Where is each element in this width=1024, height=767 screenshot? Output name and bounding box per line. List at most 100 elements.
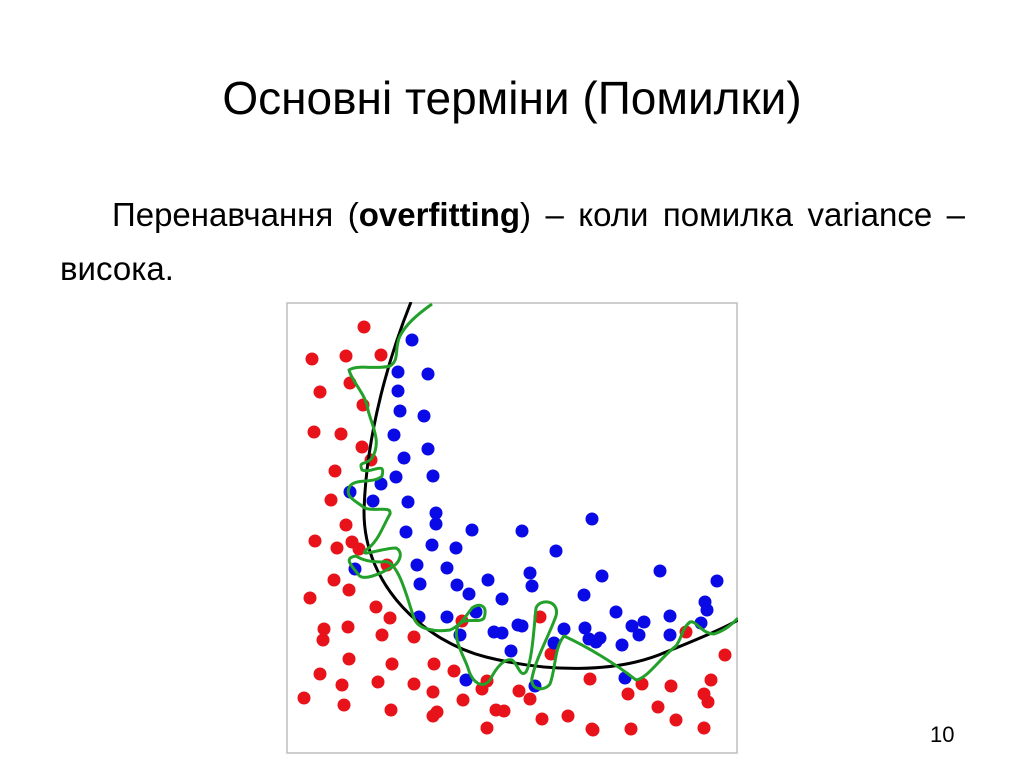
- red-data-point: [324, 493, 338, 507]
- red-data-point: [447, 664, 461, 678]
- red-data-point: [305, 352, 319, 366]
- blue-data-point: [429, 506, 443, 520]
- body-text-part2: ) – коли помилка variance – висока.: [60, 196, 965, 287]
- blue-data-point: [487, 625, 501, 639]
- slide-body-text: Перенавчання (overfitting) – коли помилк…: [60, 188, 965, 296]
- red-data-point: [385, 657, 399, 671]
- blue-data-point: [663, 628, 677, 642]
- blue-data-point: [609, 605, 623, 619]
- red-data-point: [352, 542, 366, 556]
- red-data-point: [369, 600, 383, 614]
- red-data-point: [561, 709, 575, 723]
- blue-data-point: [710, 574, 724, 588]
- blue-data-point: [440, 561, 454, 575]
- blue-data-point: [557, 622, 571, 636]
- page-number: 10: [930, 722, 955, 747]
- blue-data-point: [515, 524, 529, 538]
- red-data-point: [383, 611, 397, 625]
- red-data-point: [357, 320, 371, 334]
- blue-data-point: [397, 451, 411, 465]
- red-data-point: [339, 349, 353, 363]
- overfit-boundary-curve: [346, 302, 738, 691]
- blue-data-point: [462, 587, 476, 601]
- red-data-point: [701, 695, 715, 709]
- blue-data-point: [515, 619, 529, 633]
- plot-frame: [286, 302, 738, 754]
- red-data-point: [407, 630, 421, 644]
- red-data-point: [375, 628, 389, 642]
- blue-data-point: [401, 495, 415, 509]
- red-data-point: [330, 541, 344, 555]
- blue-data-point: [663, 609, 677, 623]
- blue-data-point: [615, 638, 629, 652]
- red-data-point: [328, 464, 342, 478]
- red-data-point: [621, 687, 635, 701]
- red-data-point: [313, 385, 327, 399]
- smooth-boundary-curve: [362, 302, 738, 670]
- red-data-point: [456, 693, 470, 707]
- red-data-point: [342, 583, 356, 597]
- red-data-point: [651, 700, 665, 714]
- red-data-point: [334, 427, 348, 441]
- red-data-point: [585, 722, 599, 736]
- red-data-point: [624, 722, 638, 736]
- blue-data-point: [421, 367, 435, 381]
- red-data-point: [718, 648, 732, 662]
- overfitting-scatter-plot: [286, 302, 738, 754]
- red-data-point: [341, 620, 355, 634]
- red-data-point: [430, 705, 444, 719]
- red-data-point: [307, 425, 321, 439]
- blue-data-point: [391, 384, 405, 398]
- blue-data-point: [389, 470, 403, 484]
- blue-data-point: [429, 517, 443, 531]
- red-data-point: [523, 692, 537, 706]
- slide-title: Основні терміни (Помилки): [222, 72, 802, 124]
- blue-data-point: [585, 512, 599, 526]
- blue-data-point: [405, 333, 419, 347]
- body-text-bold-term: overfitting: [358, 196, 521, 233]
- red-data-point: [697, 721, 711, 735]
- red-data-point: [407, 677, 421, 691]
- blue-data-point: [425, 538, 439, 552]
- body-text-part1: Перенавчання (: [112, 196, 359, 233]
- blue-data-point: [343, 485, 357, 499]
- blue-data-point: [459, 673, 473, 687]
- red-data-point: [512, 684, 526, 698]
- blue-data-point: [549, 544, 563, 558]
- red-data-point: [308, 534, 322, 548]
- red-data-point: [317, 622, 331, 636]
- red-data-point: [535, 712, 549, 726]
- blue-data-point: [417, 409, 431, 423]
- red-data-point: [480, 721, 494, 735]
- blue-data-point: [700, 603, 714, 617]
- red-data-point: [371, 675, 385, 689]
- red-data-point: [327, 573, 341, 587]
- blue-data-point: [582, 632, 596, 646]
- blue-data-point: [440, 610, 454, 624]
- blue-data-point: [632, 628, 646, 642]
- blue-data-point: [413, 577, 427, 591]
- red-data-point: [339, 518, 353, 532]
- red-data-point: [497, 704, 511, 718]
- red-data-point: [669, 713, 683, 727]
- red-data-point: [427, 657, 441, 671]
- blue-data-point: [578, 621, 592, 635]
- red-data-point: [355, 440, 369, 454]
- red-data-point: [337, 698, 351, 712]
- red-data-point: [426, 685, 440, 699]
- red-data-point: [374, 348, 388, 362]
- blue-data-point: [391, 365, 405, 379]
- red-data-point: [583, 672, 597, 686]
- blue-data-point: [393, 404, 407, 418]
- blue-data-point: [410, 558, 424, 572]
- red-data-point: [664, 679, 678, 693]
- blue-data-point: [426, 469, 440, 483]
- blue-data-point: [495, 592, 509, 606]
- red-data-point: [704, 673, 718, 687]
- red-data-point: [384, 703, 398, 717]
- scatter-chart-svg: [286, 302, 738, 754]
- red-data-point: [313, 667, 327, 681]
- blue-data-point: [593, 631, 607, 645]
- blue-data-point: [504, 644, 518, 658]
- red-data-point: [316, 633, 330, 647]
